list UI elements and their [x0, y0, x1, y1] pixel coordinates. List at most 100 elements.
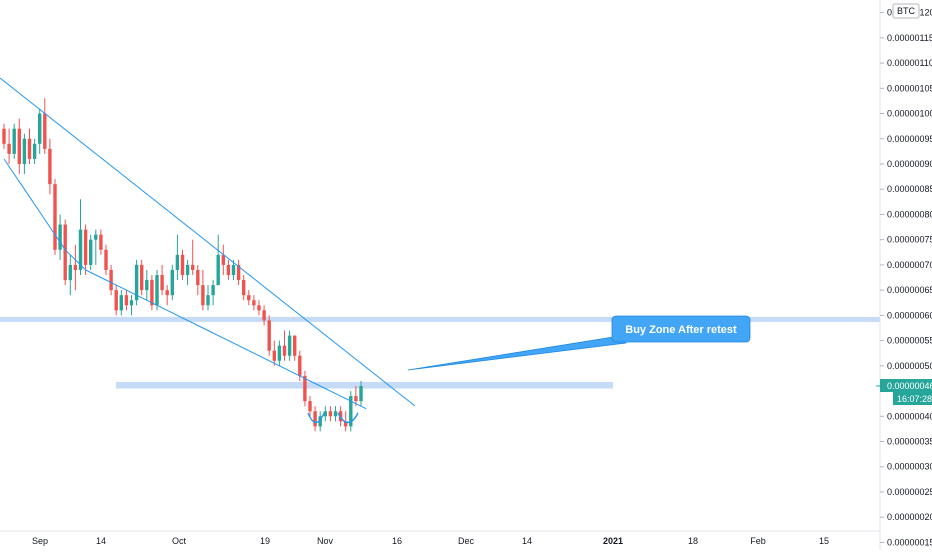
callout-box	[611, 315, 751, 343]
price-tick-label: 0.00000105	[887, 83, 932, 93]
candle-body	[185, 264, 190, 275]
candle-body	[267, 320, 271, 351]
candle-body	[257, 305, 261, 311]
candle-body	[216, 254, 220, 286]
candle-body	[206, 295, 210, 306]
annotation-layer: Buy Zone After retest	[307, 315, 751, 424]
candle-body	[140, 264, 144, 291]
candle-body	[323, 411, 327, 417]
candle-body	[272, 350, 276, 361]
price-tick-label: 0.00000015	[887, 537, 932, 547]
candle-body	[58, 224, 62, 250]
candle-body	[7, 143, 11, 154]
candle-body	[114, 290, 118, 311]
candle-body	[180, 254, 185, 275]
time-tick-label: Oct	[172, 536, 187, 546]
price-tick-label: 0.00000100	[887, 109, 932, 119]
price-tick-label: 0.00000080	[887, 209, 932, 219]
candle-body	[293, 335, 297, 356]
price-zones-layer	[0, 316, 880, 389]
price-tick-label: 0.00000075	[887, 235, 932, 245]
price-tick-label: 0.00000030	[887, 462, 932, 472]
candle-body	[196, 269, 200, 286]
currency-badge-text: BTC	[897, 6, 916, 16]
candle-body	[150, 280, 154, 306]
candle-body	[175, 254, 180, 270]
candle-body	[344, 421, 348, 427]
candle-body	[303, 375, 307, 402]
time-tick-label: Dec	[458, 536, 475, 546]
countdown-label: 16:07:28	[897, 394, 932, 404]
callout-text: Buy Zone After retest	[625, 324, 737, 336]
candle-body	[160, 275, 164, 291]
candle-body	[211, 285, 215, 296]
time-tick-label: Sep	[32, 536, 48, 546]
candle-body	[73, 264, 78, 270]
candle-body	[277, 345, 282, 361]
candle-body	[99, 234, 103, 250]
candle-body	[298, 355, 302, 376]
price-tick-label: 0.00000115	[887, 33, 932, 43]
candles-layer	[2, 98, 363, 432]
time-tick-label: Nov	[317, 536, 334, 546]
candle-body	[89, 239, 93, 265]
candle-body	[109, 269, 113, 291]
price-tick-label: 0.00000095	[887, 134, 932, 144]
descending-trendline	[0, 77, 416, 407]
candle-body	[145, 280, 149, 291]
price-tick-label: 0.00000040	[887, 411, 932, 421]
candle-body	[124, 295, 129, 306]
candle-body	[252, 300, 256, 306]
candle-body	[349, 396, 353, 427]
candle-body	[221, 254, 225, 265]
time-tick-label: 18	[688, 536, 698, 546]
candle-body	[43, 113, 47, 149]
candle-body	[191, 264, 195, 270]
time-tick-label: Feb	[750, 536, 766, 546]
buy-zone	[116, 381, 613, 389]
candle-body	[134, 264, 139, 301]
time-tick-label: 14	[96, 536, 106, 546]
price-tick-label: 0.00000020	[887, 512, 932, 522]
time-tick-label: 16	[392, 536, 402, 546]
candle-body	[318, 416, 322, 427]
current-price-box	[880, 379, 932, 393]
candle-body	[170, 269, 174, 296]
candle-body	[129, 300, 134, 306]
candle-body	[94, 234, 98, 240]
countdown-box	[893, 392, 932, 406]
time-axis[interactable]: Sep 14 Oct 19 Nov 16 Dec 14 2021 18 Feb 15	[0, 530, 880, 546]
candle-body	[104, 249, 108, 270]
candle-body	[119, 295, 123, 311]
price-tick-label: 0.00000025	[887, 487, 932, 497]
moving-average-line	[3, 158, 367, 410]
double-bottom-arc-left	[307, 412, 325, 424]
candle-body	[226, 264, 231, 275]
candle-body	[236, 264, 241, 281]
double-bottom-arc-right	[337, 412, 359, 424]
candle-body	[354, 396, 358, 402]
time-tick-label: 2021	[603, 536, 623, 546]
candle-body	[262, 310, 266, 321]
candle-body	[308, 401, 312, 412]
candle-body	[12, 128, 16, 154]
time-tick-label: 14	[522, 536, 532, 546]
candle-body	[68, 264, 72, 281]
candle-body	[231, 264, 236, 275]
time-tick-label: 19	[260, 536, 270, 546]
price-axis[interactable]: 0.00000015 0.00000020 0.00000025 0.00000030…	[876, 0, 932, 550]
candle-body	[83, 229, 88, 265]
candle-body	[333, 411, 338, 417]
price-tick-label: 0.00000085	[887, 184, 932, 194]
currency-badge	[892, 3, 920, 19]
candle-body	[313, 411, 317, 427]
price-tick-label: 0.00000065	[887, 285, 932, 295]
candle-body	[165, 290, 169, 296]
current-price-label: 0.00000046	[887, 381, 932, 391]
price-tick-label: 0.00000070	[887, 260, 932, 270]
candle-body	[53, 184, 57, 250]
candle-body	[63, 224, 67, 281]
time-tick-label: 15	[819, 536, 829, 546]
